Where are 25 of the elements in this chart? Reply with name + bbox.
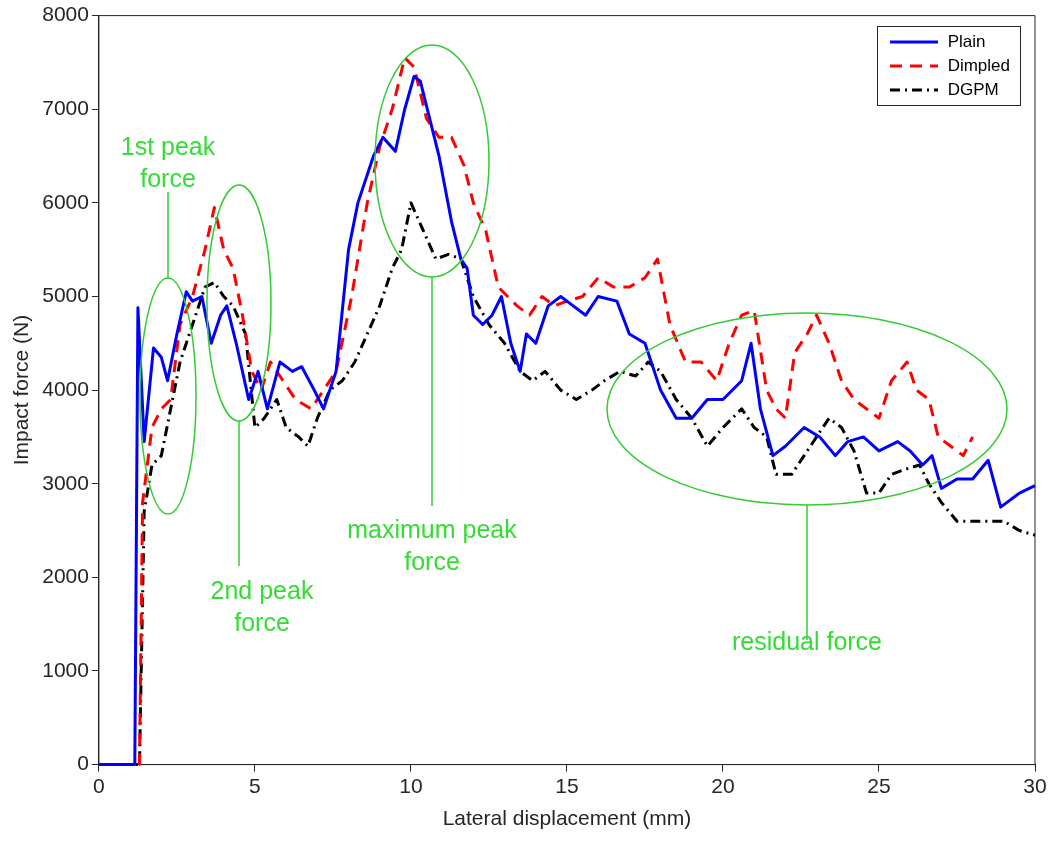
y-tick-label: 1000: [42, 657, 89, 681]
legend-label: DGPM: [947, 80, 999, 100]
y-axis-title: Impact force (N): [9, 314, 33, 466]
y-tick-label: 7000: [42, 96, 89, 120]
annotation: 2nd peak force: [209, 575, 315, 638]
y-tick-label: 6000: [42, 189, 89, 213]
y-tick-label: 8000: [42, 2, 89, 26]
x-tick-label: 0: [93, 774, 105, 797]
y-tick-label: 3000: [42, 470, 89, 494]
x-tick-label: 10: [399, 774, 423, 797]
annotation: maximum peak force: [347, 514, 517, 577]
x-tick-label: 5: [249, 774, 261, 797]
x-axis-title: Lateral displacement (mm): [442, 806, 692, 830]
annotation: residual force: [730, 626, 884, 657]
legend-label: Dimpled: [947, 56, 1010, 76]
x-tick-label: 15: [555, 774, 579, 797]
y-tick-label: 2000: [42, 564, 89, 588]
y-tick-label: 4000: [42, 376, 89, 400]
y-tick-label: 0: [77, 751, 89, 775]
legend-label: Plain: [947, 32, 986, 52]
y-tick-label: 5000: [42, 283, 89, 307]
x-tick-label: 20: [711, 774, 735, 797]
x-tick-label: 25: [867, 774, 891, 797]
x-tick-label: 30: [1023, 774, 1047, 797]
annotation: 1st peak force: [119, 131, 217, 194]
